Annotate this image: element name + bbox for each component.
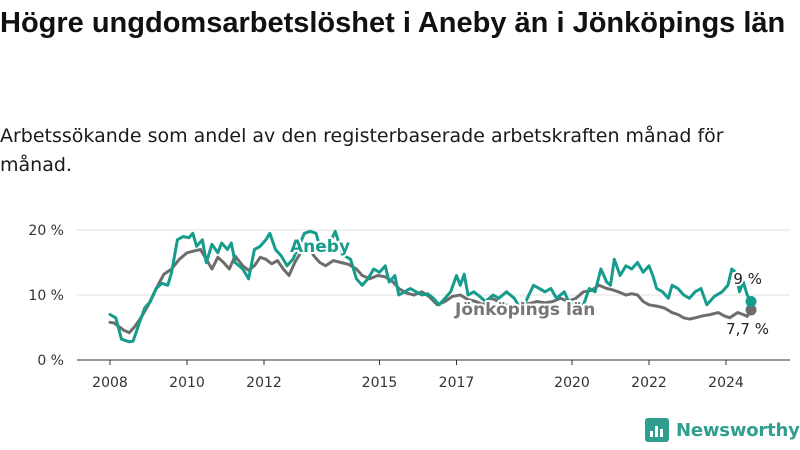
bar-chart-icon [645, 418, 669, 442]
y-tick-label: 10 % [28, 288, 64, 304]
x-tick-label: 2020 [554, 375, 590, 391]
series-group [108, 229, 757, 344]
x-axis: 2008 2010 2012 2015 2017 2020 2022 2024 [77, 359, 790, 391]
y-tick-label: 20 % [28, 223, 64, 239]
chart-title: Högre ungdomsarbetslöshet i Aneby än i J… [0, 7, 786, 39]
newsworthy-logo: Newsworthy [645, 418, 800, 442]
x-tick-label: 2022 [631, 375, 667, 391]
end-label-aneby: 9 % [733, 270, 762, 288]
x-tick-label: 2017 [439, 375, 475, 391]
series-line-aneby [108, 229, 753, 344]
x-tick-label: 2010 [169, 375, 205, 391]
series-labels: Aneby Jönköpings län 9 % 7,7 % [288, 235, 771, 340]
y-axis: 0 % 10 % 20 % [28, 223, 64, 369]
x-tick-label: 2008 [92, 375, 128, 391]
end-label-jonkopings-lan: 7,7 % [726, 320, 769, 338]
series-label-jonkopings-lan: Jönköpings län [454, 300, 595, 320]
chart-subtitle: Arbetssökande som andel av den registerb… [0, 125, 724, 176]
x-tick-label: 2012 [246, 375, 282, 391]
brand-name: Newsworthy [676, 419, 800, 441]
end-marker-aneby [745, 296, 757, 307]
end-marker-jonkopings-lan [745, 304, 757, 316]
x-tick-label: 2015 [362, 375, 398, 391]
y-tick-label: 0 % [37, 353, 64, 369]
series-label-aneby: Aneby [290, 237, 350, 257]
x-tick-label: 2024 [708, 375, 744, 391]
